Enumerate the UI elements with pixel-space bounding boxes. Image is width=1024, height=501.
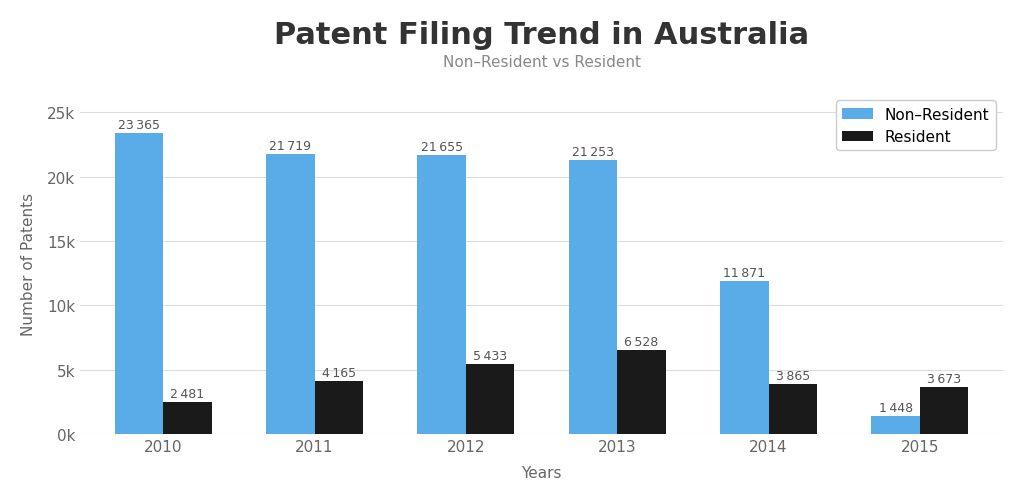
- Text: 4 165: 4 165: [322, 366, 355, 379]
- Bar: [418, 156, 466, 434]
- Text: 6 528: 6 528: [625, 336, 658, 349]
- Bar: [115, 134, 163, 434]
- Bar: [920, 387, 969, 434]
- X-axis label: Years: Years: [521, 465, 562, 480]
- Bar: [617, 350, 666, 434]
- Text: 3 673: 3 673: [927, 372, 962, 385]
- Title: Patent Filing Trend in Australia: Patent Filing Trend in Australia: [274, 21, 809, 50]
- Text: 3 865: 3 865: [775, 370, 810, 383]
- Text: 23 365: 23 365: [118, 119, 160, 132]
- Bar: [266, 155, 314, 434]
- Text: 21 719: 21 719: [269, 140, 311, 153]
- Legend: Non–Resident, Resident: Non–Resident, Resident: [836, 101, 995, 151]
- Y-axis label: Number of Patents: Number of Patents: [20, 192, 36, 335]
- Bar: [871, 416, 920, 434]
- Bar: [720, 282, 769, 434]
- Text: 5 433: 5 433: [473, 350, 507, 363]
- Bar: [769, 385, 817, 434]
- Text: Non–Resident vs Resident: Non–Resident vs Resident: [442, 55, 641, 70]
- Bar: [466, 365, 514, 434]
- Text: 21 655: 21 655: [421, 141, 463, 154]
- Text: 2 481: 2 481: [170, 388, 205, 400]
- Text: 11 871: 11 871: [723, 267, 765, 280]
- Text: 1 448: 1 448: [879, 401, 912, 414]
- Bar: [163, 402, 212, 434]
- Text: 21 253: 21 253: [572, 146, 614, 159]
- Bar: [568, 161, 617, 434]
- Bar: [314, 381, 362, 434]
